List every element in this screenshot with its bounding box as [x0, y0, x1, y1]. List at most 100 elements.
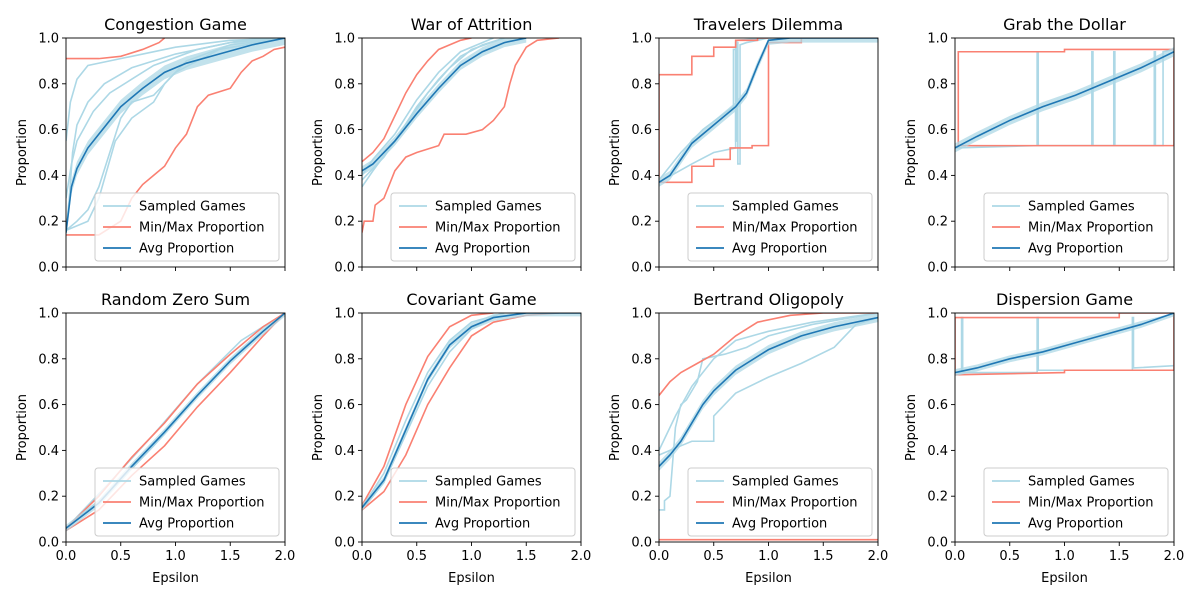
legend: Sampled Games Min/Max Proportion Avg Propo… — [390, 467, 576, 537]
minmax-line — [955, 313, 1174, 373]
y-tick-label: 0.4 — [927, 169, 948, 184]
x-tick-label: 2.0 — [1164, 549, 1185, 564]
minmax-line — [66, 38, 166, 60]
x-tick-label: 0.0 — [649, 549, 670, 564]
subplot: 0.0 0.2 0.4 0.6 0.8 1.0 Travelers Dilemma Propo… — [608, 15, 879, 276]
avg-confidence-band — [362, 38, 527, 176]
x-tick-label: 2.0 — [571, 549, 592, 564]
subplot: 0.0 0.2 0.4 0.6 0.8 1.0 0.0 0.5 1.0 1.5 2.0 Bertran… — [608, 290, 888, 586]
subplot-title: Random Zero Sum — [101, 290, 250, 309]
legend-box — [390, 192, 576, 262]
legend-box — [983, 467, 1169, 537]
legend-label: Min/Max Proportion — [139, 221, 265, 236]
avg-line — [955, 313, 1174, 374]
y-tick-label: 0.0 — [927, 261, 948, 276]
sampled-game-line — [362, 38, 505, 188]
x-tick-label: 1.5 — [516, 549, 537, 564]
plot-area — [955, 313, 1174, 376]
legend-label: Avg Proportion — [732, 517, 827, 532]
legend-box — [390, 467, 576, 537]
legend-label: Sampled Games — [1028, 200, 1135, 215]
y-tick-label: 0.4 — [334, 169, 355, 184]
legend-label: Min/Max Proportion — [1028, 221, 1154, 236]
avg-line — [362, 313, 581, 509]
avg-line — [66, 38, 285, 233]
plot-area — [955, 47, 1174, 153]
y-tick-label: 0.0 — [631, 261, 652, 276]
subplot: 0.0 0.2 0.4 0.6 0.8 1.0 0.0 0.5 1.0 1.5 2.0 Dispers… — [904, 290, 1184, 586]
y-tick-label: 0.2 — [927, 490, 948, 505]
subplot-title: Congestion Game — [104, 15, 247, 34]
legend-label: Min/Max Proportion — [435, 496, 561, 511]
x-tick-label: 1.0 — [1054, 549, 1075, 564]
y-axis-label: Proportion — [311, 394, 326, 461]
y-tick-label: 0.8 — [631, 352, 652, 367]
x-tick-label: 2.0 — [275, 549, 296, 564]
y-axis-label: Proportion — [904, 119, 919, 186]
plot-area — [659, 38, 878, 187]
subplot: 0.0 0.2 0.4 0.6 0.8 1.0 War of Attrition Propor… — [311, 15, 582, 276]
y-axis-label: Proportion — [608, 119, 623, 186]
y-tick-label: 0.4 — [38, 444, 59, 459]
y-tick-label: 0.6 — [631, 123, 652, 138]
minmax-line — [659, 38, 878, 183]
x-tick-label: 1.0 — [461, 549, 482, 564]
y-tick-label: 0.4 — [631, 444, 652, 459]
y-tick-label: 1.0 — [334, 307, 355, 322]
x-tick-label: 0.5 — [703, 549, 724, 564]
y-tick-label: 0.2 — [38, 215, 59, 230]
y-tick-label: 0.6 — [927, 398, 948, 413]
legend-label: Min/Max Proportion — [139, 496, 265, 511]
legend-label: Sampled Games — [435, 200, 542, 215]
subplot: 0.0 0.2 0.4 0.6 0.8 1.0 Congestion Game Proport… — [15, 15, 286, 276]
legend-label: Avg Proportion — [1028, 517, 1123, 532]
legend: Sampled Games Min/Max Proportion Avg Propo… — [390, 192, 576, 262]
y-axis-label: Proportion — [15, 119, 30, 186]
x-tick-label: 0.0 — [945, 549, 966, 564]
y-tick-label: 0.2 — [927, 215, 948, 230]
x-axis-label: Epsilon — [745, 571, 792, 586]
legend-label: Sampled Games — [139, 200, 246, 215]
sampled-game-line — [955, 48, 1174, 149]
x-tick-label: 1.5 — [813, 549, 834, 564]
y-axis-label: Proportion — [904, 394, 919, 461]
y-tick-label: 0.2 — [334, 215, 355, 230]
minmax-line — [362, 38, 472, 163]
subplot-title: Grab the Dollar — [1003, 15, 1126, 34]
legend-label: Avg Proportion — [139, 242, 234, 257]
y-tick-label: 0.8 — [927, 352, 948, 367]
y-tick-label: 0.8 — [38, 77, 59, 92]
plot-area — [659, 313, 878, 541]
y-tick-label: 0.2 — [631, 490, 652, 505]
y-tick-label: 0.6 — [334, 123, 355, 138]
minmax-line — [659, 313, 878, 396]
y-axis-label: Proportion — [311, 119, 326, 186]
avg-line — [659, 316, 878, 467]
legend-box — [687, 467, 873, 537]
legend-label: Min/Max Proportion — [732, 496, 858, 511]
legend-box — [94, 192, 280, 262]
x-tick-label: 1.0 — [165, 549, 186, 564]
y-tick-label: 0.6 — [334, 398, 355, 413]
y-tick-label: 0.8 — [38, 352, 59, 367]
y-tick-label: 1.0 — [631, 307, 652, 322]
minmax-line — [362, 313, 494, 506]
legend: Sampled Games Min/Max Proportion Avg Propo… — [983, 192, 1169, 262]
y-tick-label: 0.6 — [631, 398, 652, 413]
x-tick-label: 0.0 — [56, 549, 77, 564]
sampled-game-line — [659, 313, 878, 451]
y-tick-label: 0.8 — [334, 352, 355, 367]
y-tick-label: 0.2 — [631, 215, 652, 230]
y-tick-label: 0.4 — [38, 169, 59, 184]
legend: Sampled Games Min/Max Proportion Avg Propo… — [94, 467, 280, 537]
avg-line — [362, 38, 527, 172]
subplot: 0.0 0.2 0.4 0.6 0.8 1.0 Grab the Dollar Proport… — [904, 15, 1175, 276]
y-tick-label: 1.0 — [334, 32, 355, 47]
y-tick-label: 0.8 — [927, 77, 948, 92]
y-axis-label: Proportion — [608, 394, 623, 461]
y-tick-label: 1.0 — [38, 32, 59, 47]
y-tick-label: 0.8 — [631, 77, 652, 92]
y-tick-label: 0.6 — [38, 123, 59, 138]
legend-label: Min/Max Proportion — [732, 221, 858, 236]
